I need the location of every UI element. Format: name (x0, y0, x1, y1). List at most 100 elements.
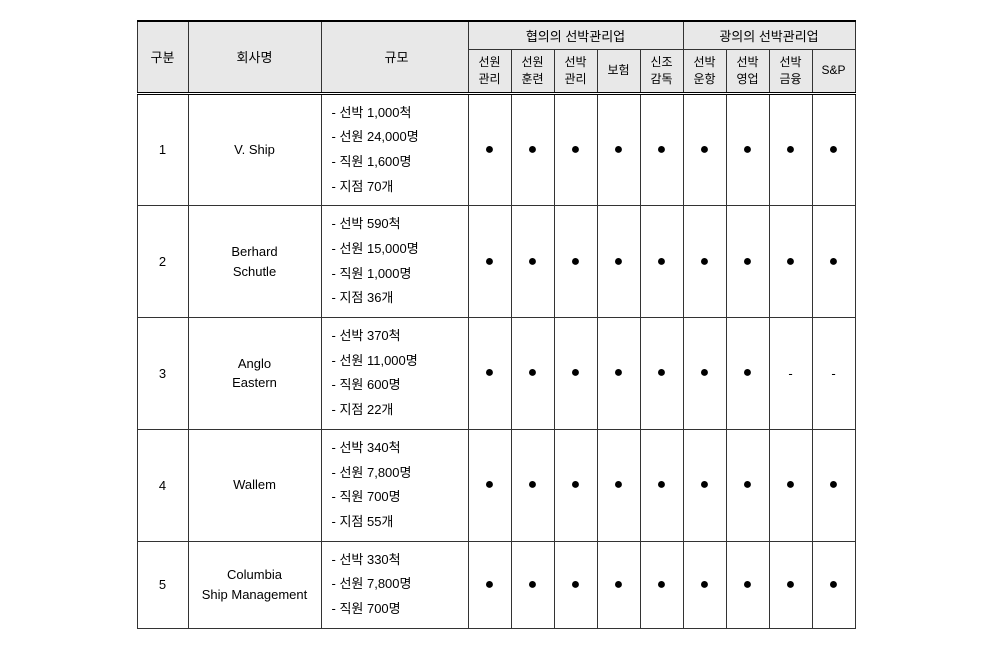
cell-service: ● (812, 429, 855, 541)
dot-icon: ● (485, 476, 495, 493)
table-header: 구분 회사명 규모 협의의 선박관리업 광의의 선박관리업 선원관리 선원훈련 … (137, 21, 855, 93)
cell-service: ● (554, 93, 597, 206)
cell-service: ● (683, 93, 726, 206)
dot-icon: ● (485, 141, 495, 158)
cell-service: ● (554, 429, 597, 541)
cell-service: ● (769, 541, 812, 628)
cell-service: ● (468, 93, 511, 206)
dot-icon: ● (786, 141, 796, 158)
dot-icon: ● (571, 576, 581, 593)
dot-icon: ● (700, 253, 710, 270)
dot-icon: ● (485, 364, 495, 381)
dot-icon: ● (571, 253, 581, 270)
dot-icon: ● (786, 476, 796, 493)
cell-service: ● (640, 318, 683, 430)
dot-icon: ● (786, 253, 796, 270)
header-narrow-group: 협의의 선박관리업 (468, 21, 683, 50)
cell-service: ● (640, 541, 683, 628)
cell-service: ● (640, 429, 683, 541)
header-scale: 규모 (321, 21, 468, 93)
cell-service: ● (683, 429, 726, 541)
cell-service: ● (683, 318, 726, 430)
header-broad-1: 선박영업 (726, 50, 769, 94)
dot-icon: ● (700, 141, 710, 158)
dot-icon: ● (528, 253, 538, 270)
cell-service: ● (511, 93, 554, 206)
cell-service: ● (554, 206, 597, 318)
cell-company: ColumbiaShip Management (188, 541, 321, 628)
cell-service: ● (769, 206, 812, 318)
header-company: 회사명 (188, 21, 321, 93)
cell-service: ● (597, 318, 640, 430)
table-row: 1V. Ship- 선박 1,000척- 선원 24,000명- 직원 1,60… (137, 93, 855, 206)
dot-icon: ● (700, 576, 710, 593)
cell-service: ● (597, 541, 640, 628)
cell-service: ● (769, 429, 812, 541)
cell-scale: - 선박 1,000척- 선원 24,000명- 직원 1,600명- 지점 7… (321, 93, 468, 206)
dot-icon: ● (743, 364, 753, 381)
cell-number: 3 (137, 318, 188, 430)
header-broad-group: 광의의 선박관리업 (683, 21, 855, 50)
dot-icon: ● (829, 141, 839, 158)
cell-company: AngloEastern (188, 318, 321, 430)
dot-icon: ● (743, 253, 753, 270)
cell-service: ● (726, 206, 769, 318)
header-broad-2: 선박금융 (769, 50, 812, 94)
dot-icon: ● (700, 364, 710, 381)
dot-icon: ● (485, 576, 495, 593)
dot-icon: ● (657, 476, 667, 493)
cell-number: 1 (137, 93, 188, 206)
dot-icon: ● (829, 576, 839, 593)
header-narrow-1: 선원훈련 (511, 50, 554, 94)
cell-service: ● (726, 429, 769, 541)
table-row: 2BerhardSchutle- 선박 590척- 선원 15,000명- 직원… (137, 206, 855, 318)
cell-service: ● (726, 541, 769, 628)
header-narrow-2: 선박관리 (554, 50, 597, 94)
cell-service: ● (640, 206, 683, 318)
cell-service: ● (683, 206, 726, 318)
header-narrow-0: 선원관리 (468, 50, 511, 94)
dot-icon: ● (528, 364, 538, 381)
dot-icon: ● (528, 476, 538, 493)
cell-service: ● (511, 318, 554, 430)
dot-icon: ● (657, 141, 667, 158)
dot-icon: ● (657, 253, 667, 270)
cell-service: ● (468, 318, 511, 430)
dot-icon: ● (571, 141, 581, 158)
dot-icon: ● (657, 576, 667, 593)
cell-service: ● (468, 541, 511, 628)
header-narrow-4: 신조감독 (640, 50, 683, 94)
cell-company: BerhardSchutle (188, 206, 321, 318)
cell-scale: - 선박 340척- 선원 7,800명- 직원 700명- 지점 55개 (321, 429, 468, 541)
dot-icon: ● (528, 576, 538, 593)
dot-icon: ● (829, 253, 839, 270)
cell-scale: - 선박 370척- 선원 11,000명- 직원 600명- 지점 22개 (321, 318, 468, 430)
cell-service: ● (726, 93, 769, 206)
cell-number: 2 (137, 206, 188, 318)
dot-icon: ● (614, 364, 624, 381)
cell-service: ● (769, 93, 812, 206)
dot-icon: ● (657, 364, 667, 381)
cell-service: ● (640, 93, 683, 206)
cell-service: ● (554, 541, 597, 628)
header-broad-3: S&P (812, 50, 855, 94)
cell-service: ● (511, 429, 554, 541)
cell-service: ● (597, 429, 640, 541)
cell-service: ● (597, 206, 640, 318)
cell-service: ● (511, 541, 554, 628)
table-body: 1V. Ship- 선박 1,000척- 선원 24,000명- 직원 1,60… (137, 93, 855, 628)
dot-icon: ● (614, 576, 624, 593)
cell-service: ● (726, 318, 769, 430)
header-broad-0: 선박운항 (683, 50, 726, 94)
cell-service: ● (812, 541, 855, 628)
dot-icon: ● (614, 141, 624, 158)
dot-icon: ● (743, 141, 753, 158)
cell-service: ● (812, 93, 855, 206)
dot-icon: ● (700, 476, 710, 493)
cell-company: V. Ship (188, 93, 321, 206)
dot-icon: ● (528, 141, 538, 158)
dot-icon: ● (743, 476, 753, 493)
ship-management-table: 구분 회사명 규모 협의의 선박관리업 광의의 선박관리업 선원관리 선원훈련 … (137, 20, 856, 629)
table-row: 5ColumbiaShip Management- 선박 330척- 선원 7,… (137, 541, 855, 628)
dot-icon: ● (614, 476, 624, 493)
